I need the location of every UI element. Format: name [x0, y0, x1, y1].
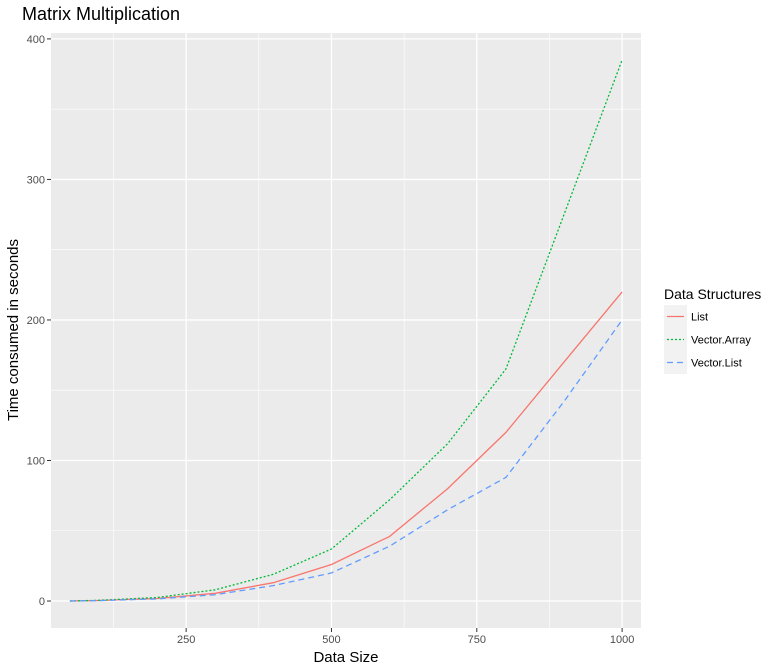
plot-panel	[51, 33, 641, 628]
y-tick-label: 400	[27, 34, 45, 46]
minor-gridlines	[51, 33, 641, 628]
x-tick-label: 250	[177, 634, 195, 646]
x-axis: 250 500 750 1000	[177, 628, 634, 646]
legend-label: Vector.Array	[691, 335, 751, 347]
legend-label: List	[691, 312, 708, 324]
y-tick-label: 100	[27, 455, 45, 467]
x-tick-label: 500	[322, 634, 340, 646]
series-line-vector-array	[69, 59, 623, 602]
legend: Data Structures List Vector.Array Vector.L…	[664, 286, 761, 374]
chart-title: Matrix Multiplication	[22, 4, 180, 24]
x-axis-title: Data Size	[313, 649, 378, 666]
legend-title: Data Structures	[664, 286, 761, 302]
x-tick-label: 750	[468, 634, 486, 646]
major-gridlines	[51, 33, 641, 628]
series-lines	[69, 59, 623, 602]
x-tick-label: 1000	[610, 634, 634, 646]
y-tick-label: 0	[39, 596, 45, 608]
y-axis-title: Time consumed in seconds	[5, 239, 22, 421]
legend-label: Vector.List	[691, 358, 742, 370]
legend-key	[664, 351, 687, 374]
y-tick-label: 300	[27, 174, 45, 186]
series-line-list	[69, 291, 623, 602]
y-tick-label: 200	[27, 315, 45, 327]
y-axis: 0 100 200 300 400	[27, 34, 51, 608]
series-line-vector-list	[69, 319, 623, 602]
